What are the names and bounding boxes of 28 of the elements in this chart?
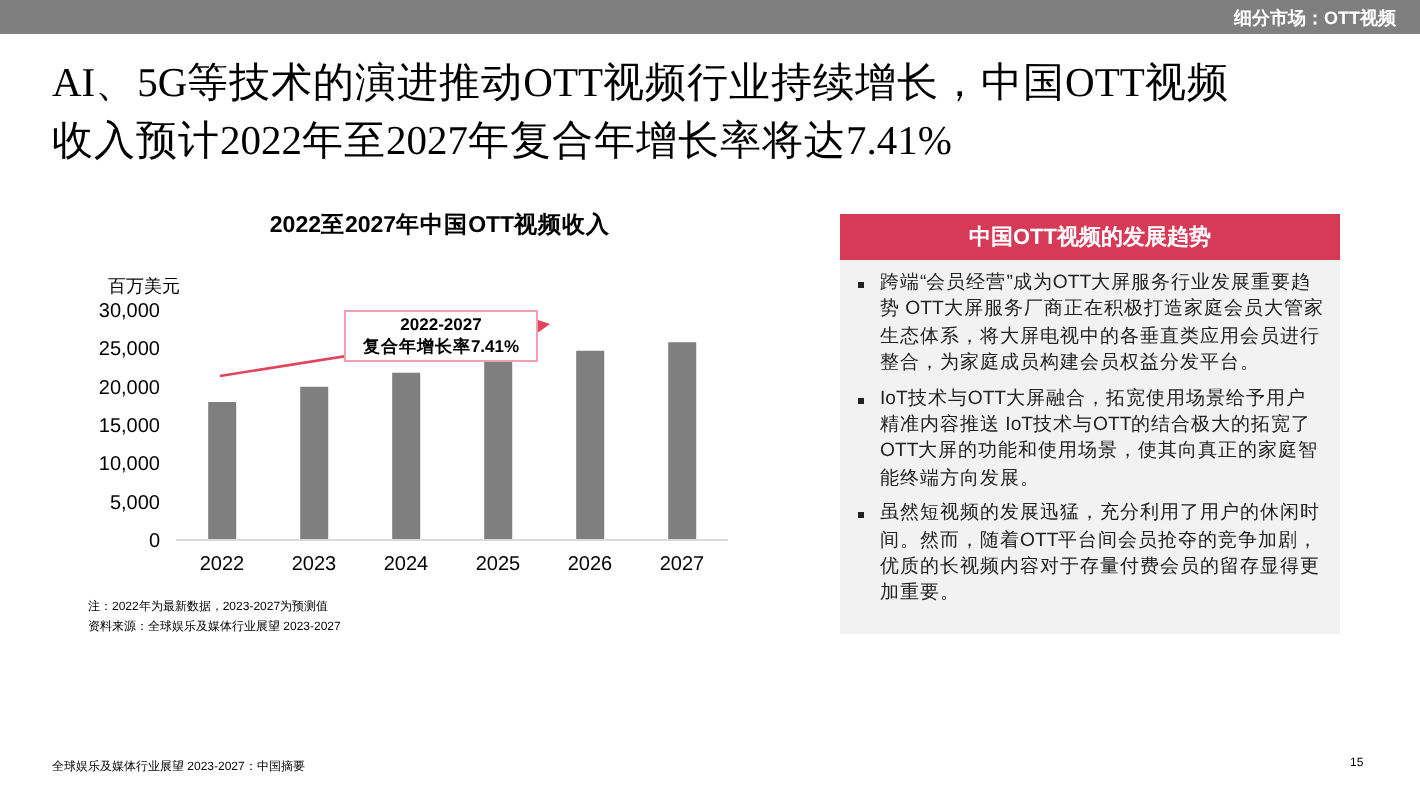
text: 细分市场：OTT视频 xyxy=(1234,6,1396,32)
y-axis-title: 百万美元 xyxy=(108,274,180,300)
y-tick-label: 25,000 xyxy=(98,339,161,362)
bar xyxy=(392,372,421,540)
y-tick-label: 10,000 xyxy=(98,454,161,477)
bar xyxy=(300,386,329,540)
x-tick-label: 2026 xyxy=(567,554,614,577)
y-tick-label: 0 xyxy=(148,531,161,554)
bar xyxy=(208,402,237,540)
bar xyxy=(576,350,605,540)
bar xyxy=(668,342,697,540)
text: 虽然短视频的发展迅猛，充分利用了用户的休闲时间。然而，随着OTT平台间会员抢夺的竞争加剧，优质的长视频内容对于存量付费会员的留存显得更加重要。 xyxy=(880,500,1322,608)
x-tick-label: 2023 xyxy=(291,554,338,577)
y-tick-label: 15,000 xyxy=(98,416,161,439)
text: AI、5G等技术的演进推动OTT视频行业持续增长，中国OTT视频收入预计2022年至2027年复合年增长率将达7.41% xyxy=(52,59,1231,168)
annotation: 2022-2027 复合年增长率7.41% xyxy=(344,310,538,362)
x-tick-label: 2022 xyxy=(199,554,246,577)
text: 跨端“会员经营”成为OTT大屏服务行业发展重要趋势 OTT大屏服务厂商正在积极打造家庭会员大管家生态体系，将大屏电视中的各垂直类应用会员进行整合，为家庭成员构建会员权益分发平台。 xyxy=(880,270,1324,378)
chart-title: 2022至2027年中国OTT视频收入 xyxy=(267,210,613,240)
x-tick-label: 2025 xyxy=(475,554,522,577)
y-tick-label: 20,000 xyxy=(98,377,161,400)
x-tick-label: 2024 xyxy=(383,554,430,577)
y-tick-label: 30,000 xyxy=(98,301,161,324)
y-tick-label: 5,000 xyxy=(109,492,161,515)
text: 中国OTT视频的发展趋势 xyxy=(840,214,1340,260)
text: IoT技术与OTT大屏融合，拓宽使用场景给予用户精准内容推送 IoT技术与OTT的结合极大的拓宽了OTT大屏的功能和使用场景，使其向真正的家庭智能终端方向发展。 xyxy=(880,385,1321,493)
bar xyxy=(484,360,513,540)
x-tick-label: 2027 xyxy=(659,554,706,577)
